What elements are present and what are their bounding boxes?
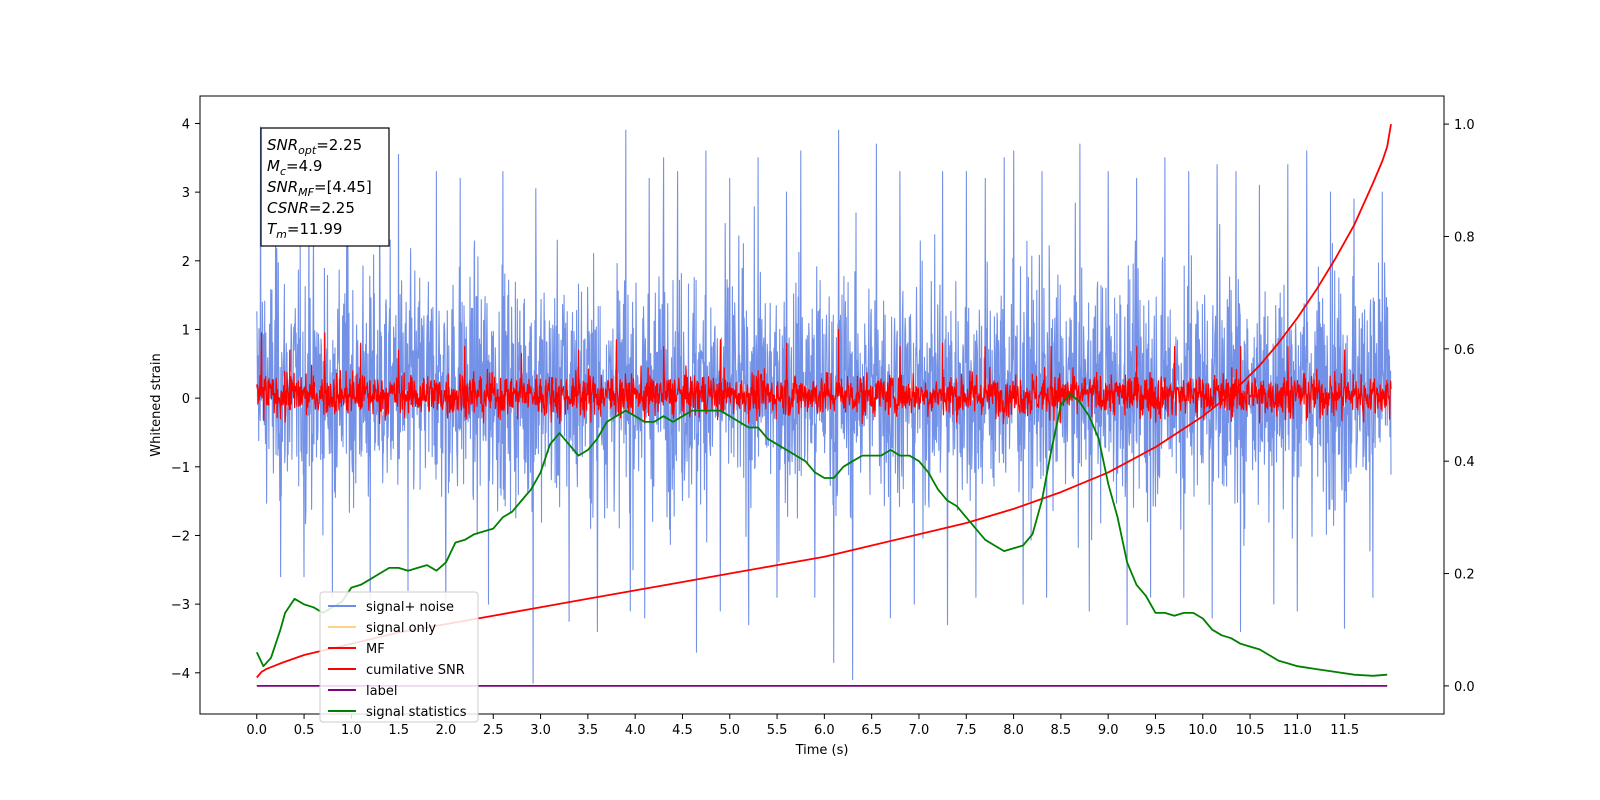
x-tick-label: 2.5 [483,723,504,738]
y-tick-label: 3 [182,186,190,201]
y-tick-label: −2 [171,529,190,544]
x-tick-label: 11.0 [1283,723,1312,738]
y-tick-label: −4 [171,667,190,682]
y-tick-label: 4 [182,117,190,132]
x-tick-label: 6.5 [861,723,882,738]
legend-label: signal only [366,621,436,636]
series-line-mf [256,328,1392,425]
x-tick-label: 10.5 [1236,723,1265,738]
x-tick-label: 1.0 [341,723,362,738]
x-tick-label: 2.0 [436,723,457,738]
x-tick-label: 7.5 [956,723,977,738]
annotation-frame [260,127,390,247]
y2-tick-label: 0.8 [1454,230,1475,245]
y2-tick-label: 0.6 [1454,343,1475,358]
x-tick-label: 7.0 [909,723,930,738]
legend-label: cumilative SNR [366,663,465,678]
legend-label: label [366,684,397,699]
x-tick-label: 5.5 [767,723,788,738]
x-tick-label: 5.0 [719,723,740,738]
x-tick-label: 9.0 [1098,723,1119,738]
x-tick-label: 10.0 [1188,723,1217,738]
legend: signal+ noise signal only MF cumilative SNR… [319,591,479,723]
annotation-line: Tm=11.99 [267,220,342,241]
annotation-line: SNRMF=[4.45] [267,178,372,199]
y2-tick-label: 0.4 [1454,455,1475,470]
x-tick-label: 1.5 [388,723,409,738]
x-tick-label: 9.5 [1145,723,1166,738]
x-tick-label: 8.5 [1051,723,1072,738]
x-axis-ticks: 0.0 0.5 1.0 1.5 2.0 2.5 3.0 3.5 4.0 4.5 5.0 5.5 6.0 6… [246,714,1359,738]
x-axis-label: Time (s) [795,743,849,758]
y-tick-label: 1 [182,323,190,338]
x-tick-label: 0.0 [246,723,267,738]
y-tick-label: −3 [171,598,190,613]
legend-frame [319,591,479,723]
y2-tick-label: 1.0 [1454,118,1475,133]
y-tick-label: 0 [182,392,190,407]
y-axis-ticks: −4 −3 −2 −1 0 1 2 3 4 [171,117,200,682]
x-tick-label: 6.0 [814,723,835,738]
annotation-line: Mc=4.9 [267,157,322,178]
legend-label: signal statistics [366,705,467,720]
y-tick-label: 2 [182,255,190,270]
x-tick-label: 4.0 [625,723,646,738]
x-tick-label: 0.5 [294,723,315,738]
plot-frame [199,95,1445,715]
annotation-line: SNRopt=2.25 [267,136,362,157]
y2-tick-label: 0.2 [1454,568,1475,583]
y-axis-label: Whitened strain [149,353,164,456]
legend-label: signal+ noise [366,600,454,615]
y2-tick-label: 0.0 [1454,680,1475,695]
x-tick-label: 11.5 [1330,723,1359,738]
legend-label: MF [366,642,385,657]
x-tick-label: 3.5 [578,723,599,738]
y-tick-label: −1 [171,461,190,476]
x-tick-label: 3.0 [530,723,551,738]
x-tick-label: 4.5 [672,723,693,738]
x-tick-label: 8.0 [1003,723,1024,738]
y2-axis-ticks: 0.0 0.2 0.4 0.6 0.8 1.0 [1444,118,1475,695]
series-line-signal-statistics [255,392,1388,677]
annotation-line: CSNR=2.25 [267,199,355,217]
